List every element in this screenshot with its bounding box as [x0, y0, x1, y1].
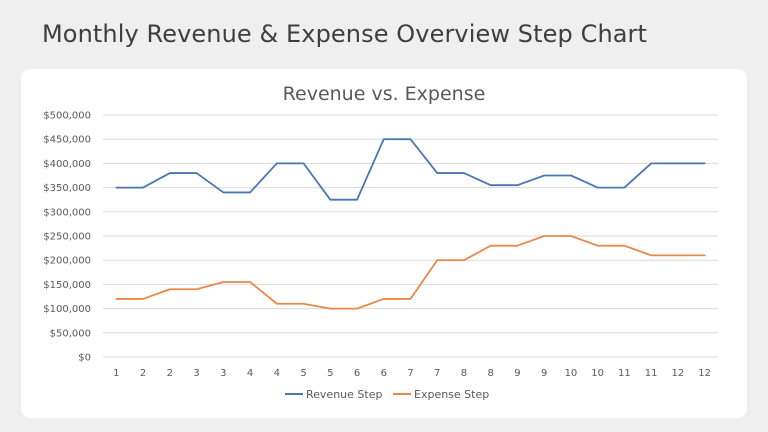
x-tick-label: 7 [407, 368, 413, 379]
y-tick-label: $50,000 [50, 328, 91, 339]
y-tick-label: $250,000 [43, 232, 91, 243]
legend-item: Expense Step [393, 388, 489, 401]
y-tick-label: $450,000 [43, 135, 91, 146]
y-tick-label: $400,000 [43, 159, 91, 170]
y-tick-label: $300,000 [43, 207, 91, 218]
x-tick-label: 10 [591, 368, 604, 379]
x-tick-label: 3 [220, 368, 226, 379]
x-tick-label: 9 [541, 368, 547, 379]
x-tick-label: 4 [274, 368, 280, 379]
y-tick-label: $150,000 [43, 280, 91, 291]
legend-label: Expense Step [414, 388, 489, 401]
x-tick-label: 12 [698, 368, 711, 379]
x-tick-label: 10 [565, 368, 578, 379]
x-tick-label: 6 [354, 368, 360, 379]
x-tick-label: 12 [672, 368, 685, 379]
x-tick-label: 1 [113, 368, 119, 379]
x-tick-label: 6 [381, 368, 387, 379]
y-tick-label: $350,000 [43, 183, 91, 194]
y-tick-label: $100,000 [43, 304, 91, 315]
x-tick-label: 8 [488, 368, 494, 379]
legend-item: Revenue Step [285, 388, 382, 401]
chart-card [21, 69, 747, 418]
x-tick-label: 3 [193, 368, 199, 379]
x-tick-label: 9 [514, 368, 520, 379]
x-tick-label: 11 [618, 368, 631, 379]
x-tick-label: 7 [434, 368, 440, 379]
x-tick-label: 8 [461, 368, 467, 379]
legend-label: Revenue Step [306, 388, 382, 401]
x-tick-label: 11 [645, 368, 658, 379]
y-tick-label: $0 [78, 353, 91, 364]
y-tick-label: $500,000 [43, 111, 91, 122]
chart-title: Revenue vs. Expense [283, 83, 486, 105]
series-line-expense [115, 235, 706, 310]
x-tick-label: 2 [140, 368, 146, 379]
series-line-revenue [115, 138, 706, 201]
y-tick-label: $200,000 [43, 256, 91, 267]
x-tick-label: 5 [327, 368, 333, 379]
x-tick-label: 2 [167, 368, 173, 379]
x-tick-label: 5 [300, 368, 306, 379]
x-tick-label: 4 [247, 368, 253, 379]
slide-title: Monthly Revenue & Expense Overview Step … [42, 20, 648, 48]
